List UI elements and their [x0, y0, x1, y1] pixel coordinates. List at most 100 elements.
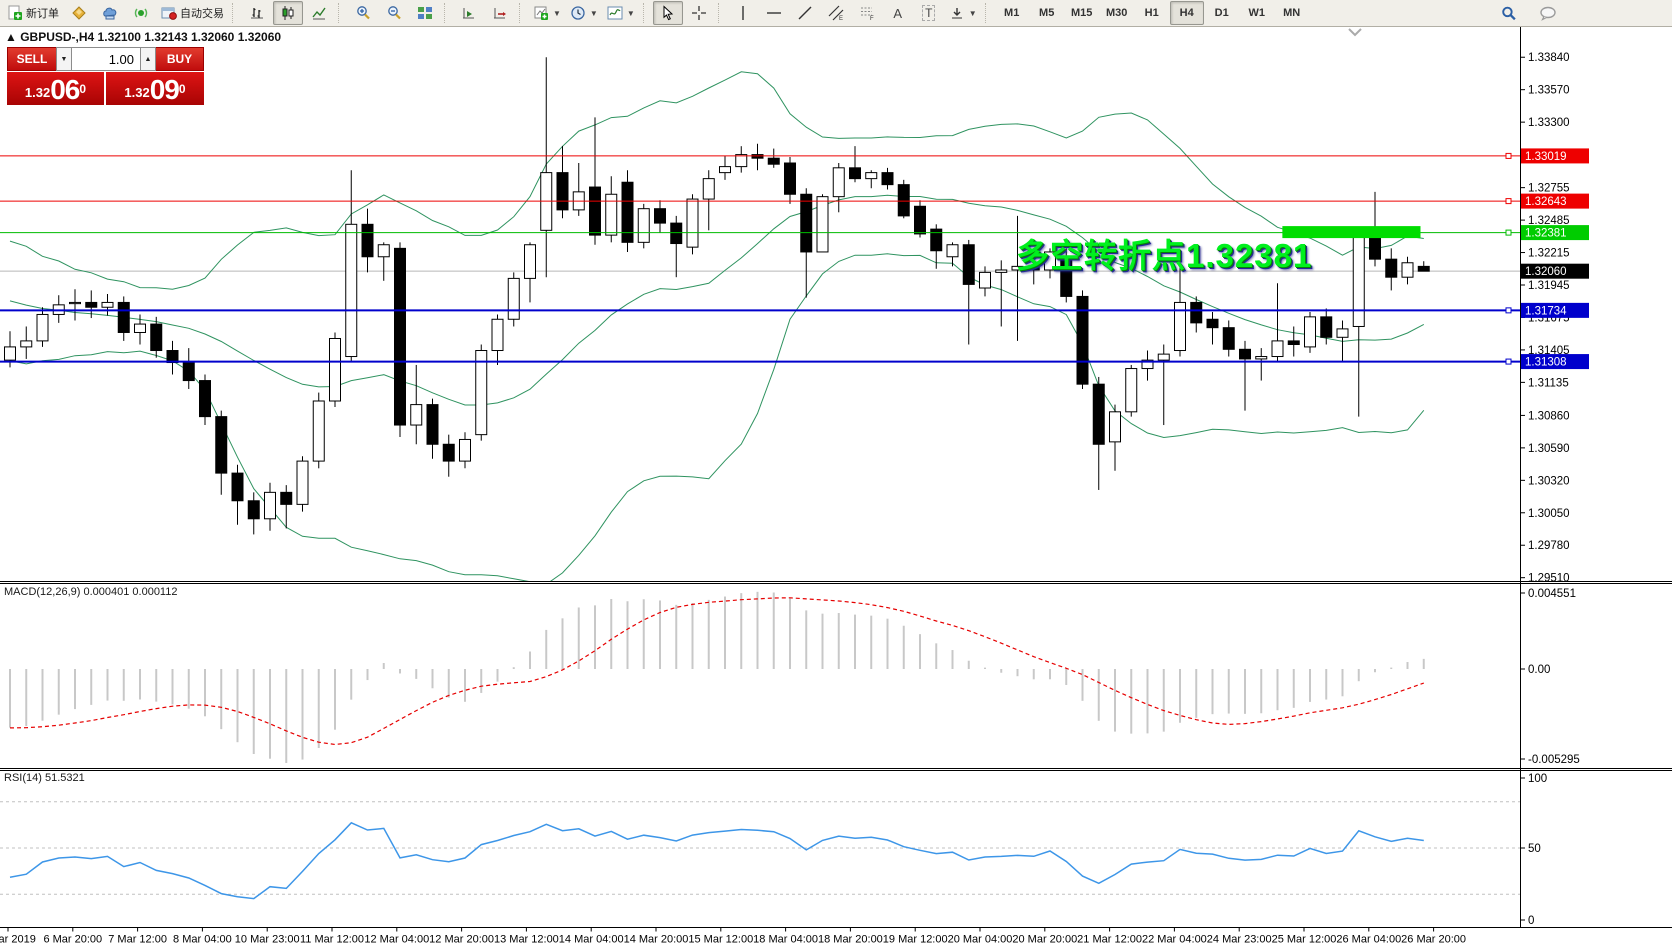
- tile-windows-button[interactable]: [410, 1, 440, 25]
- tf-m1-button[interactable]: M1: [1004, 7, 1020, 19]
- svg-text:20 Mar 04:00: 20 Mar 04:00: [948, 934, 1013, 946]
- svg-text:8 Mar 04:00: 8 Mar 04:00: [173, 934, 232, 946]
- profiles-dropdown[interactable]: ▼: [566, 1, 602, 25]
- svg-text:1.32381: 1.32381: [1525, 228, 1567, 240]
- channel-tool-button[interactable]: E: [821, 1, 851, 25]
- tf-w1-button[interactable]: W1: [1248, 7, 1265, 19]
- main-toolbar: 新订单 自动交易 ▼ ▼ ▼ E F A T ▼: [0, 0, 1672, 27]
- sell-button[interactable]: SELL: [7, 47, 56, 71]
- auto-scroll-button[interactable]: [454, 1, 484, 25]
- svg-text:6 Mar 20:00: 6 Mar 20:00: [43, 934, 102, 946]
- svg-text:1.30320: 1.30320: [1528, 475, 1570, 487]
- new-chart-dropdown[interactable]: ▼: [529, 1, 565, 25]
- channel-icon: E: [828, 5, 844, 21]
- chat-button[interactable]: [1533, 1, 1563, 25]
- buy-price-prefix: 1.32: [124, 85, 150, 100]
- cursor-icon: [660, 5, 676, 21]
- tf-h1-button[interactable]: H1: [1144, 7, 1159, 19]
- chevron-down-icon: ▼: [626, 8, 635, 18]
- svg-text:5 Mar 2019: 5 Mar 2019: [0, 934, 36, 946]
- tf-m30-button[interactable]: M30: [1105, 7, 1128, 19]
- chevron-down-icon: ▼: [553, 8, 561, 18]
- clock-icon: [570, 5, 586, 21]
- autotrade-icon: [161, 5, 177, 21]
- main-chart-layer[interactable]: [0, 28, 1520, 584]
- chart-shift-button[interactable]: [485, 1, 515, 25]
- text-tool-button[interactable]: A: [883, 1, 913, 25]
- volume-decrease-button[interactable]: ▼: [56, 47, 72, 71]
- hline-tool-button[interactable]: [759, 1, 789, 25]
- signals-button[interactable]: [126, 1, 156, 25]
- chevron-down-icon: ▼: [968, 8, 977, 18]
- buy-button[interactable]: BUY: [156, 47, 204, 71]
- tf-m5-button[interactable]: M5: [1039, 7, 1055, 19]
- zoom-out-button[interactable]: [379, 1, 409, 25]
- candlestick-chart-button[interactable]: [273, 1, 303, 25]
- signal-icon: [133, 5, 149, 21]
- market-watch-button[interactable]: [64, 1, 94, 25]
- one-click-trade-panel: SELL ▼ ▲ BUY 1.32 06 0 1.32 09 0: [7, 47, 204, 105]
- buy-price-display[interactable]: 1.32 09 0: [106, 72, 204, 105]
- cursor-tool-button[interactable]: [652, 1, 683, 25]
- tf-mn-button[interactable]: MN: [1283, 7, 1301, 19]
- svg-text:0.00: 0.00: [1528, 664, 1550, 676]
- tf-d1-button[interactable]: D1: [1214, 7, 1229, 19]
- svg-text:1.31135: 1.31135: [1528, 377, 1569, 389]
- svg-text:20 Mar 20:00: 20 Mar 20:00: [1012, 934, 1077, 946]
- svg-text:10 Mar 23:00: 10 Mar 23:00: [235, 934, 300, 946]
- svg-text:1.31734: 1.31734: [1525, 305, 1567, 317]
- buy-price-point: 0: [178, 82, 186, 96]
- text-tool-label: A: [893, 5, 903, 21]
- svg-text:13 Mar 12:00: 13 Mar 12:00: [494, 934, 559, 946]
- rsi-panel[interactable]: [0, 801, 1520, 900]
- svg-text:1.33019: 1.33019: [1525, 151, 1567, 163]
- sell-price-display[interactable]: 1.32 06 0: [7, 72, 104, 105]
- tf-h4-button[interactable]: H4: [1169, 1, 1204, 25]
- svg-text:18 Mar 20:00: 18 Mar 20:00: [818, 934, 883, 946]
- crosshair-tool-button[interactable]: [684, 1, 714, 25]
- arrows-dropdown[interactable]: ▼: [945, 1, 981, 25]
- volume-input[interactable]: [72, 47, 140, 71]
- highlight-zone[interactable]: [1282, 226, 1421, 239]
- svg-text:19 Mar 12:00: 19 Mar 12:00: [883, 934, 948, 946]
- data-window-button[interactable]: [95, 1, 125, 25]
- svg-text:22 Mar 04:00: 22 Mar 04:00: [1142, 934, 1207, 946]
- toolbar-separator: [338, 3, 343, 23]
- svg-text:F: F: [870, 16, 874, 21]
- fibonacci-tool-button[interactable]: F: [852, 1, 882, 25]
- bar-chart-button[interactable]: [242, 1, 272, 25]
- svg-text:1.30050: 1.30050: [1528, 508, 1570, 520]
- sell-price-prefix: 1.32: [24, 85, 51, 100]
- tf-m15-button[interactable]: M15: [1070, 7, 1093, 19]
- svg-text:15 Mar 12:00: 15 Mar 12:00: [688, 934, 753, 946]
- svg-text:7 Mar 12:00: 7 Mar 12:00: [108, 934, 167, 946]
- svg-text:25 Mar 12:00: 25 Mar 12:00: [1272, 934, 1337, 946]
- svg-text:-0.005295: -0.005295: [1528, 754, 1580, 766]
- zoom-out-icon: [386, 5, 402, 21]
- new-order-button[interactable]: 新订单: [3, 1, 63, 25]
- macd-panel[interactable]: [9, 591, 1425, 763]
- search-button[interactable]: [1493, 1, 1523, 25]
- time-axis[interactable]: 5 Mar 2019 6 Mar 20:00 7 Mar 12:00 8 Mar 04…: [0, 927, 1466, 946]
- vline-tool-button[interactable]: [728, 1, 758, 25]
- indicators-icon: [607, 5, 623, 21]
- svg-text:1.30590: 1.30590: [1528, 443, 1570, 455]
- indicators-dropdown[interactable]: ▼: [603, 1, 639, 25]
- zoom-in-button[interactable]: [348, 1, 378, 25]
- svg-text:50: 50: [1528, 843, 1541, 855]
- svg-text:12 Mar 20:00: 12 Mar 20:00: [429, 934, 494, 946]
- gold-icon: [71, 5, 87, 21]
- line-chart-button[interactable]: [304, 1, 334, 25]
- autotrade-label: 自动交易: [180, 8, 224, 20]
- fibonacci-icon: F: [859, 5, 875, 21]
- horizontal-line-icon: [766, 5, 782, 21]
- svg-text:1.33840: 1.33840: [1528, 52, 1570, 64]
- volume-increase-button[interactable]: ▲: [140, 47, 156, 71]
- autotrade-button[interactable]: 自动交易: [157, 1, 228, 25]
- trendline-tool-button[interactable]: [790, 1, 820, 25]
- price-axis[interactable]: 1.338401.335701.333001.330301.327551.324…: [1520, 52, 1589, 927]
- svg-text:12 Mar 04:00: 12 Mar 04:00: [364, 934, 429, 946]
- label-tool-button[interactable]: T: [914, 1, 944, 25]
